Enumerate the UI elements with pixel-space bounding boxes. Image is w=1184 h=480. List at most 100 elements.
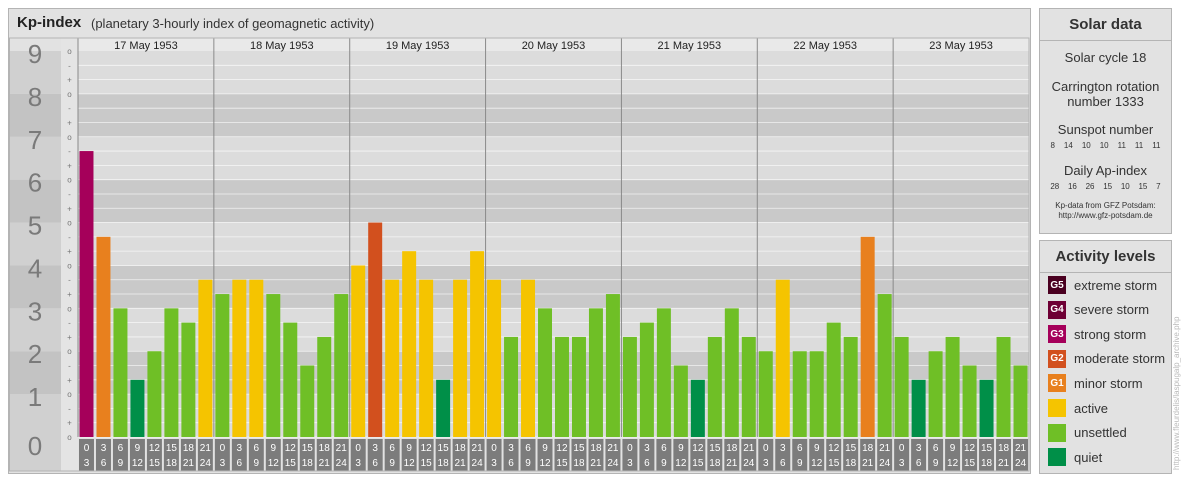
hour-label-box: [741, 439, 757, 471]
kp-bar: [249, 279, 264, 437]
hour-label-box: [962, 439, 978, 471]
sunspot-label: Sunspot number: [1057, 122, 1154, 137]
y-band-label: [9, 394, 61, 437]
hour-label-end: 15: [828, 458, 840, 469]
hour-label-end: 12: [539, 458, 551, 469]
legend-item: G1 minor storm: [1048, 373, 1143, 393]
kp-bar: [130, 379, 145, 437]
legend-swatch: G5: [1048, 276, 1066, 294]
kp-bar: [147, 351, 162, 437]
kp-bar: [300, 365, 315, 437]
solar-cycle: Solar cycle 18: [1064, 50, 1147, 65]
hour-label-end: 24: [879, 458, 891, 469]
kp-bar: [436, 379, 451, 437]
hour-label-start: 15: [709, 443, 721, 454]
legend-label: minor storm: [1074, 375, 1143, 391]
hour-label-end: 24: [607, 458, 619, 469]
hour-label-box: [826, 439, 842, 471]
kp-bar: [402, 251, 417, 437]
hour-label-end: 9: [933, 458, 939, 469]
hour-label-start: 9: [678, 443, 684, 454]
y-tick-label: 3: [28, 296, 42, 326]
plot-band: [78, 93, 1029, 137]
minor-tick-label: +: [67, 376, 72, 385]
hour-label-end: 12: [404, 458, 416, 469]
minor-tick-label: -: [68, 104, 71, 113]
ap-value: 28: [1050, 182, 1060, 191]
hour-label-start: 9: [542, 443, 548, 454]
hour-label-box: [129, 439, 145, 471]
hour-label-end: 18: [438, 458, 450, 469]
legend-label: quiet: [1074, 449, 1103, 465]
day-label: 18 May 1953: [250, 40, 314, 52]
hour-label-end: 9: [797, 458, 803, 469]
hour-label-end: 12: [811, 458, 823, 469]
hour-label-start: 6: [661, 443, 667, 454]
ap-value: 26: [1085, 182, 1095, 191]
hour-label-box: [299, 439, 315, 471]
hour-label-start: 3: [372, 443, 378, 454]
y-tick-label: 7: [28, 125, 42, 155]
kp-bar: [656, 308, 671, 437]
y-band-label: [9, 136, 61, 180]
hour-label-start: 18: [183, 443, 195, 454]
sunspot-value: 10: [1099, 141, 1109, 150]
hour-label-box: [928, 439, 944, 471]
y-tick-label: 4: [28, 253, 42, 283]
hour-label-box: [401, 439, 417, 471]
hour-label-end: 15: [285, 458, 297, 469]
kp-bar: [690, 379, 705, 437]
kp-bar: [724, 308, 739, 437]
kp-bar: [945, 336, 960, 437]
minor-tick-column: [61, 38, 78, 471]
kp-bar: [521, 279, 536, 437]
minor-tick-label: +: [67, 419, 72, 428]
hour-label-end: 3: [84, 458, 90, 469]
kp-bar: [538, 308, 552, 437]
y-tick-label: 8: [28, 82, 42, 112]
hour-label-end: 3: [763, 458, 769, 469]
y-band-label: [9, 351, 61, 395]
legend-item: quiet: [1048, 447, 1102, 467]
hour-label-end: 21: [183, 458, 195, 469]
day-label: 17 May 1953: [114, 40, 178, 52]
kp-bar: [622, 336, 637, 437]
hour-label-box: [724, 439, 740, 471]
hour-label-box: [316, 439, 332, 471]
kp-bar: [164, 308, 179, 437]
hour-label-box: [571, 439, 587, 471]
hour-label-end: 15: [556, 458, 568, 469]
hour-label-end: 12: [675, 458, 687, 469]
hour-label-start: 9: [135, 443, 141, 454]
hour-label-end: 12: [947, 458, 959, 469]
hour-label-box: [843, 439, 859, 471]
hour-label-start: 15: [166, 443, 178, 454]
hour-label-box: [809, 439, 825, 471]
hour-label-end: 18: [166, 458, 178, 469]
hour-label-box: [554, 439, 570, 471]
hour-label-start: 9: [814, 443, 820, 454]
hour-label-end: 18: [981, 458, 993, 469]
legend-label: strong storm: [1074, 326, 1147, 342]
hour-label-box: [265, 439, 281, 471]
hour-label-box: [537, 439, 553, 471]
hour-label-box: [112, 439, 128, 471]
y-band-label: [9, 222, 61, 266]
minor-tick-label: o: [67, 176, 72, 185]
hour-label-end: 21: [319, 458, 331, 469]
ap-values: 28 16 26 15 10 15 7: [1040, 182, 1171, 191]
hour-label-box: [231, 439, 247, 471]
kp-bar: [809, 351, 824, 437]
hour-label-end: 24: [336, 458, 348, 469]
kp-bar: [707, 336, 722, 437]
sunspot-value: 11: [1117, 141, 1126, 150]
sunspot-value: 14: [1063, 141, 1073, 150]
plot-band: [78, 222, 1029, 266]
hour-label-end: 3: [899, 458, 905, 469]
minor-tick-label: -: [68, 233, 71, 242]
hour-label-start: 3: [644, 443, 650, 454]
plot-band: [78, 136, 1029, 180]
hour-label-box: [248, 439, 264, 471]
hour-label-start: 15: [438, 443, 450, 454]
minor-tick-label: o: [67, 433, 72, 442]
